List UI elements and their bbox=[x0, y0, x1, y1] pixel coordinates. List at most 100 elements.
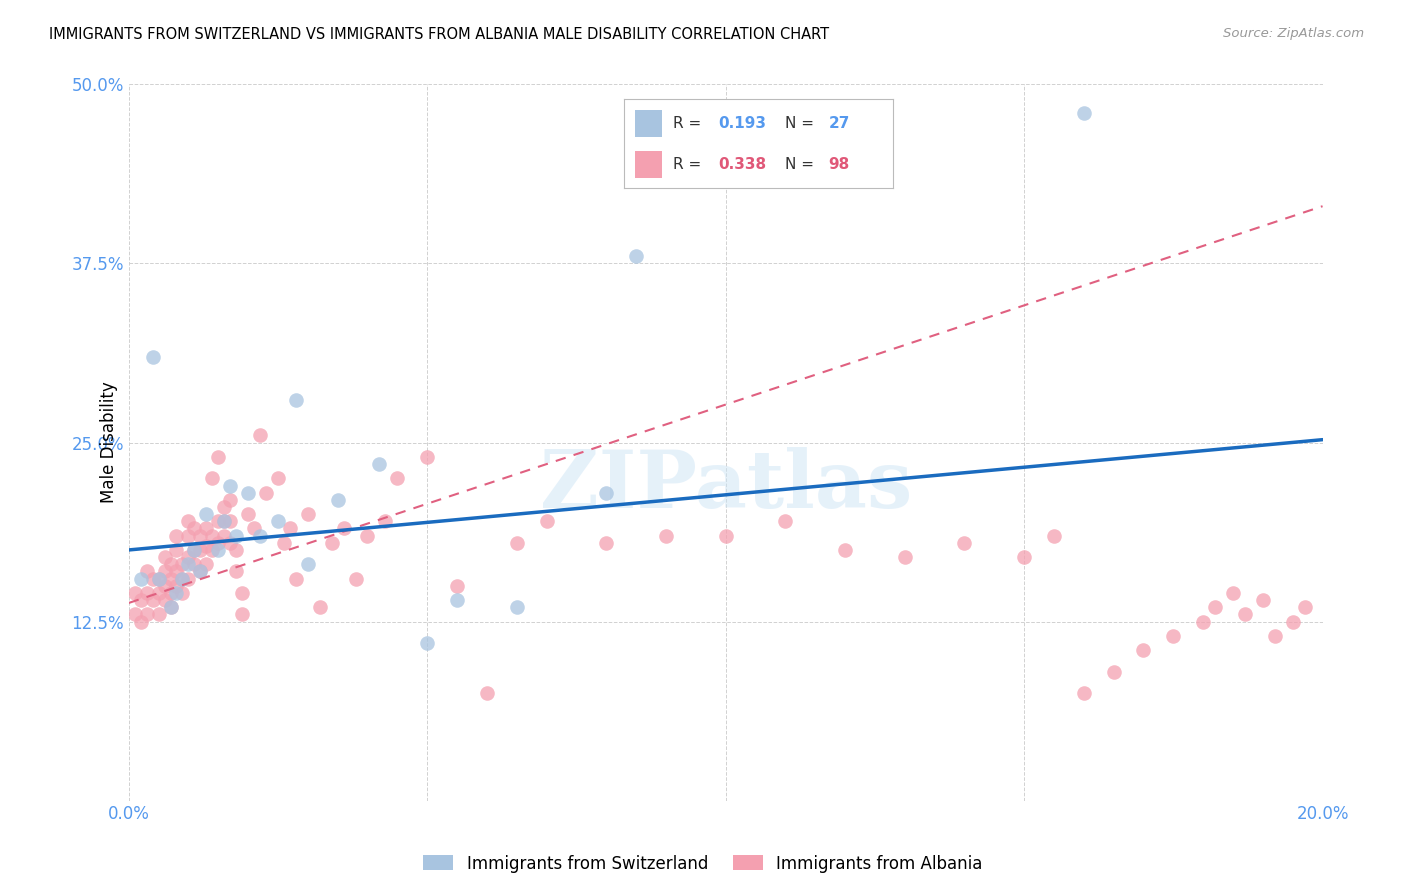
Point bbox=[153, 579, 176, 593]
Point bbox=[225, 565, 247, 579]
Point bbox=[148, 586, 170, 600]
Point bbox=[159, 600, 181, 615]
Point bbox=[190, 543, 212, 558]
Point bbox=[190, 528, 212, 542]
Point bbox=[326, 492, 349, 507]
Point bbox=[249, 428, 271, 442]
Point bbox=[207, 543, 229, 558]
Point bbox=[225, 528, 247, 542]
Point bbox=[1222, 586, 1244, 600]
Point bbox=[332, 521, 354, 535]
Point bbox=[195, 507, 218, 521]
Point bbox=[1251, 593, 1274, 607]
Point bbox=[207, 536, 229, 550]
Point bbox=[1294, 600, 1316, 615]
Point bbox=[135, 586, 157, 600]
Point bbox=[183, 543, 205, 558]
Point bbox=[207, 450, 229, 464]
Point bbox=[624, 249, 647, 263]
Point bbox=[142, 572, 165, 586]
Point bbox=[1102, 665, 1125, 679]
Point bbox=[506, 600, 529, 615]
Point bbox=[267, 514, 290, 528]
Legend: Immigrants from Switzerland, Immigrants from Albania: Immigrants from Switzerland, Immigrants … bbox=[416, 848, 990, 880]
Point bbox=[249, 528, 271, 542]
Point bbox=[190, 565, 212, 579]
Point bbox=[135, 607, 157, 622]
Point bbox=[236, 507, 259, 521]
Point bbox=[129, 593, 152, 607]
Point bbox=[446, 593, 468, 607]
Point bbox=[231, 586, 253, 600]
Point bbox=[321, 536, 343, 550]
Point bbox=[177, 528, 200, 542]
Point bbox=[1264, 629, 1286, 643]
Point bbox=[446, 579, 468, 593]
Point bbox=[183, 543, 205, 558]
Point bbox=[219, 492, 242, 507]
Point bbox=[1281, 615, 1303, 629]
Point bbox=[297, 507, 319, 521]
Point bbox=[177, 558, 200, 572]
Point bbox=[159, 600, 181, 615]
Y-axis label: Male Disability: Male Disability bbox=[100, 382, 118, 503]
Point bbox=[231, 607, 253, 622]
Point bbox=[278, 521, 301, 535]
Point bbox=[308, 600, 330, 615]
Point bbox=[1073, 686, 1095, 700]
Point bbox=[953, 536, 976, 550]
Point bbox=[1073, 106, 1095, 120]
Point bbox=[344, 572, 367, 586]
Point bbox=[153, 565, 176, 579]
Point bbox=[714, 528, 737, 542]
Point bbox=[273, 536, 295, 550]
Point bbox=[284, 572, 307, 586]
Point bbox=[183, 558, 205, 572]
Point bbox=[195, 521, 218, 535]
Point bbox=[159, 572, 181, 586]
Point bbox=[1233, 607, 1256, 622]
Point bbox=[159, 558, 181, 572]
Point bbox=[416, 450, 439, 464]
Point bbox=[177, 514, 200, 528]
Point bbox=[1204, 600, 1226, 615]
Point bbox=[219, 536, 242, 550]
Point bbox=[254, 485, 277, 500]
Point bbox=[243, 521, 266, 535]
Point bbox=[506, 536, 529, 550]
Point bbox=[159, 586, 181, 600]
Point bbox=[190, 565, 212, 579]
Point bbox=[212, 528, 235, 542]
Point bbox=[183, 521, 205, 535]
Point bbox=[166, 528, 188, 542]
Point bbox=[893, 550, 915, 565]
Point bbox=[775, 514, 797, 528]
Point bbox=[284, 392, 307, 407]
Point bbox=[595, 485, 617, 500]
Point bbox=[207, 514, 229, 528]
Point bbox=[236, 485, 259, 500]
Point bbox=[201, 543, 224, 558]
Point bbox=[195, 558, 218, 572]
Point bbox=[225, 543, 247, 558]
Point bbox=[374, 514, 396, 528]
Point bbox=[142, 593, 165, 607]
Point bbox=[201, 471, 224, 485]
Point bbox=[536, 514, 558, 528]
Point bbox=[212, 514, 235, 528]
Point bbox=[267, 471, 290, 485]
Text: ZIPatlas: ZIPatlas bbox=[540, 447, 911, 524]
Point bbox=[172, 572, 194, 586]
Point bbox=[172, 558, 194, 572]
Point bbox=[1012, 550, 1035, 565]
Point bbox=[177, 572, 200, 586]
Point bbox=[148, 572, 170, 586]
Point bbox=[1192, 615, 1215, 629]
Point bbox=[148, 607, 170, 622]
Point bbox=[166, 579, 188, 593]
Point bbox=[195, 539, 218, 553]
Point bbox=[212, 514, 235, 528]
Point bbox=[153, 550, 176, 565]
Point bbox=[166, 565, 188, 579]
Point bbox=[387, 471, 409, 485]
